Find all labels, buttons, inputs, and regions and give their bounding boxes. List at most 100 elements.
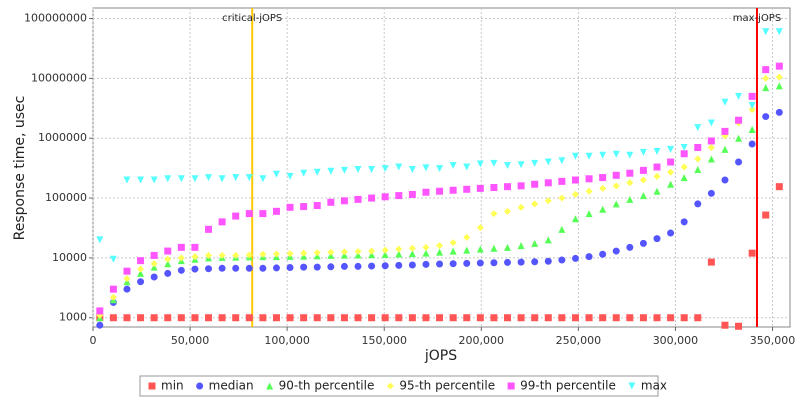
data-point (422, 243, 430, 251)
data-point (259, 210, 267, 218)
data-point (517, 242, 525, 250)
x-tick-label: 300,000 (653, 334, 699, 347)
data-point (96, 321, 104, 329)
data-point (653, 187, 661, 195)
data-point (694, 124, 702, 132)
data-point (164, 314, 172, 322)
data-point (612, 314, 620, 322)
data-point (680, 218, 688, 226)
data-point (449, 161, 457, 169)
x-tick-label: 350,000 (750, 334, 796, 347)
annotation-label: max-jOPS (733, 13, 781, 24)
data-point (653, 235, 661, 243)
data-point (735, 322, 743, 330)
data-point (245, 251, 253, 259)
data-point (381, 262, 389, 270)
data-point (286, 172, 294, 180)
data-point (463, 259, 471, 267)
data-point (368, 166, 376, 174)
data-point (680, 163, 688, 171)
data-point (639, 314, 647, 322)
data-point (177, 314, 185, 322)
data-point (585, 314, 593, 322)
data-point (694, 166, 702, 174)
data-point (626, 195, 634, 203)
data-point (123, 267, 131, 275)
data-point (340, 314, 348, 322)
data-point (137, 269, 145, 277)
x-tick-label: 100,000 (264, 334, 310, 347)
y-axis-title: Response time, usec (12, 96, 28, 241)
data-point (531, 159, 539, 167)
data-point (137, 314, 145, 322)
data-point (571, 176, 579, 184)
data-point (694, 314, 702, 322)
data-point (504, 207, 512, 215)
data-point (449, 314, 457, 322)
data-point (313, 168, 321, 176)
legend-label: max (641, 379, 667, 393)
data-point (626, 314, 634, 322)
data-point (191, 253, 199, 261)
legend-label: 90-th percentile (279, 379, 375, 393)
data-point (707, 155, 715, 163)
data-point (571, 215, 579, 223)
data-point (612, 200, 620, 208)
data-point (599, 205, 607, 213)
data-point (408, 250, 416, 258)
data-point (626, 243, 634, 251)
data-point (531, 314, 539, 322)
data-point (639, 166, 647, 174)
data-point (245, 174, 253, 182)
data-point (490, 244, 498, 252)
y-tick-label: 10000000 (31, 71, 87, 84)
data-point (721, 176, 729, 184)
data-point (259, 264, 267, 272)
data-point (775, 28, 783, 36)
data-point (395, 163, 403, 171)
data-point (218, 175, 226, 183)
data-point (531, 239, 539, 247)
x-tick-label: 50,000 (171, 334, 210, 347)
data-point (300, 314, 308, 322)
data-point (327, 167, 335, 175)
data-point (531, 200, 539, 208)
data-point (748, 125, 756, 133)
legend-label: 99-th percentile (520, 379, 616, 393)
data-point (259, 250, 267, 258)
data-point (463, 233, 471, 241)
data-point (300, 249, 308, 257)
data-point (449, 260, 457, 268)
data-point (585, 175, 593, 183)
data-point (123, 275, 131, 283)
data-point (775, 108, 783, 116)
data-point (340, 262, 348, 270)
data-point (381, 250, 389, 258)
data-point (463, 246, 471, 254)
legend-label: 95-th percentile (399, 379, 495, 393)
data-point (476, 224, 484, 232)
data-point (544, 257, 552, 265)
data-point (639, 176, 647, 184)
data-point (177, 266, 185, 274)
data-point (504, 258, 512, 266)
y-tick-label: 1000 (59, 311, 87, 324)
data-point (259, 175, 267, 183)
data-point (395, 261, 403, 269)
data-point (558, 256, 566, 264)
x-tick-label: 150,000 (361, 334, 407, 347)
data-point (544, 197, 552, 205)
data-point (191, 175, 199, 183)
data-point (707, 137, 715, 145)
data-point (571, 190, 579, 198)
data-point (531, 258, 539, 266)
data-point (313, 249, 321, 257)
data-point (408, 314, 416, 322)
data-point (476, 314, 484, 322)
data-point (368, 314, 376, 322)
data-point (585, 152, 593, 160)
data-point (476, 259, 484, 267)
data-point (123, 314, 131, 322)
data-point (150, 251, 158, 259)
data-point (463, 185, 471, 193)
